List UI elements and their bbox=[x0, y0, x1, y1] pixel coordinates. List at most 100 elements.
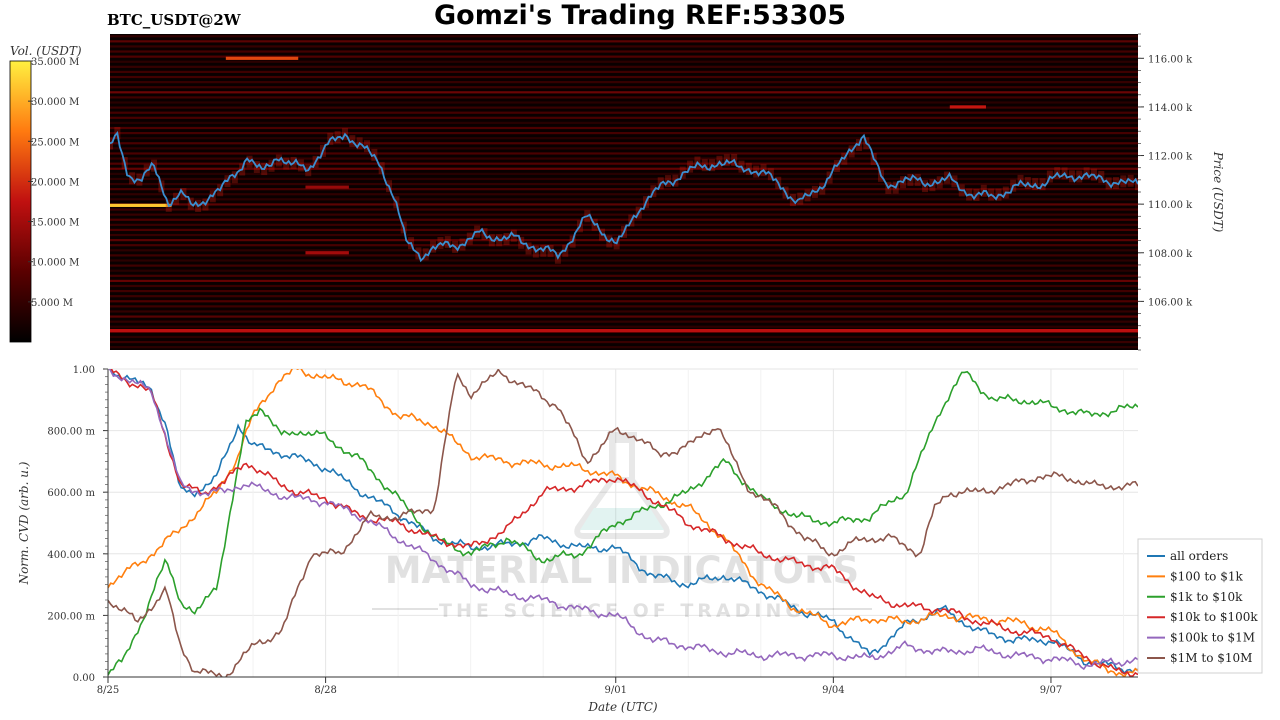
legend: all orders $100 to $1k $1k to $10k $10k to … bbox=[1137, 538, 1263, 674]
colorbar-gradient bbox=[9, 60, 32, 343]
liquidity-band bbox=[110, 81, 1138, 84]
cvd-series-line bbox=[110, 369, 1138, 677]
liquidity-band bbox=[110, 300, 1138, 303]
price-axis-label: Price (USDT) bbox=[1211, 151, 1225, 233]
liquidity-band bbox=[110, 60, 1138, 63]
cvd-series-line bbox=[108, 369, 1138, 675]
liquidity-band bbox=[110, 244, 1138, 247]
liquidity-band bbox=[110, 137, 1138, 140]
liquidity-band bbox=[110, 310, 1138, 313]
liquidity-band bbox=[110, 86, 1138, 89]
liquidity-band bbox=[110, 305, 1138, 308]
watermark: MATERIAL INDICATORS THE SCIENCE OF TRADI… bbox=[372, 432, 872, 622]
cvd-panel: MATERIAL INDICATORS THE SCIENCE OF TRADI… bbox=[17, 365, 1138, 714]
liquidity-band bbox=[110, 101, 1138, 104]
liquidity-band bbox=[110, 320, 1138, 323]
legend-label: $1M to $10M bbox=[1170, 651, 1252, 665]
watermark-line1: MATERIAL INDICATORS bbox=[385, 549, 859, 592]
liquidity-level bbox=[110, 328, 1138, 333]
liquidity-band bbox=[110, 284, 1138, 288]
liquidity-band bbox=[110, 249, 1138, 252]
liquidity-band bbox=[110, 279, 1138, 282]
liquidity-band bbox=[110, 142, 1138, 145]
liquidity-band bbox=[110, 35, 1138, 38]
liquidity-band bbox=[110, 131, 1138, 135]
legend-label: $10k to $100k bbox=[1170, 610, 1258, 624]
cvd-y-tick-label: 800.00 m bbox=[47, 427, 95, 438]
liquidity-band bbox=[110, 50, 1138, 53]
legend-label: $1k to $10k bbox=[1170, 590, 1243, 604]
liquidity-band bbox=[110, 167, 1138, 170]
liquidity-band bbox=[110, 182, 1138, 186]
flask-logo-icon bbox=[574, 432, 670, 539]
liquidity-band bbox=[110, 346, 1138, 349]
liquidity-band bbox=[110, 213, 1138, 216]
cvd-series-line bbox=[108, 369, 1138, 671]
liquidity-band bbox=[110, 325, 1138, 328]
liquidity-band bbox=[110, 223, 1138, 226]
cvd-series-line bbox=[108, 369, 1138, 677]
liquidity-level bbox=[225, 56, 299, 60]
liquidity-band bbox=[110, 177, 1138, 181]
cvd-series-line bbox=[108, 370, 1138, 676]
liquidity-band bbox=[110, 295, 1138, 298]
liquidity-band bbox=[110, 172, 1138, 175]
price-line bbox=[110, 131, 1138, 263]
liquidity-band bbox=[110, 157, 1138, 160]
liquidity-band bbox=[110, 188, 1138, 191]
liquidity-band bbox=[110, 269, 1138, 272]
date-tick-label: 8/28 bbox=[314, 685, 336, 696]
liquidity-band bbox=[110, 121, 1138, 124]
colorbar-tick-label: 15.000 M bbox=[31, 218, 79, 229]
price-glow bbox=[1135, 178, 1138, 191]
liquidity-band bbox=[110, 91, 1138, 94]
cvd-y-tick-label: 600.00 m bbox=[47, 488, 95, 499]
liquidity-band bbox=[110, 239, 1138, 242]
liquidity-band bbox=[110, 152, 1138, 155]
cvd-series-line bbox=[108, 369, 1138, 677]
symbol-label: BTC_USDT@2W bbox=[107, 11, 241, 29]
date-tick-label: 9/04 bbox=[822, 685, 844, 696]
liquidity-band bbox=[110, 274, 1138, 277]
liquidity-band bbox=[110, 193, 1138, 196]
price-glow bbox=[110, 137, 113, 150]
heatmap-panel: 106.00 k 108.00 k 110.00 k 112.00 k 114.00 k… bbox=[110, 33, 1225, 351]
liquidity-band bbox=[110, 335, 1138, 339]
cvd-y-tick-label: 0.00 bbox=[73, 673, 95, 684]
watermark-line2: THE SCIENCE OF TRADING bbox=[439, 600, 805, 622]
price-tick-label: 112.00 k bbox=[1148, 152, 1193, 163]
colorbar-tick-label: 20.000 M bbox=[31, 177, 79, 188]
price-tick-label: 116.00 k bbox=[1148, 54, 1193, 65]
cvd-y-tick-label: 200.00 m bbox=[47, 611, 95, 622]
liquidity-level bbox=[305, 251, 349, 255]
date-tick-label: 9/07 bbox=[1040, 685, 1062, 696]
chart-title: Gomzi's Trading REF:53305 bbox=[433, 0, 846, 31]
liquidity-band bbox=[110, 45, 1138, 48]
cvd-axis-label: Norm. CVD (arb. u.) bbox=[17, 461, 31, 585]
liquidity-band bbox=[110, 218, 1138, 221]
liquidity-band bbox=[110, 106, 1138, 109]
liquidity-band bbox=[110, 147, 1138, 150]
colorbar-tick-label: 5.000 M bbox=[31, 298, 73, 309]
liquidity-band bbox=[110, 203, 1138, 206]
price-tick-label: 108.00 k bbox=[1148, 249, 1193, 260]
liquidity-band bbox=[110, 198, 1138, 201]
colorbar-tick-label: 10.000 M bbox=[31, 258, 79, 269]
liquidity-level bbox=[110, 203, 172, 207]
colorbar-tick-label: 35.000 M bbox=[31, 57, 79, 68]
liquidity-band bbox=[110, 111, 1138, 114]
date-tick-label: 8/25 bbox=[97, 685, 119, 696]
colorbar-label: Vol. (USDT) bbox=[10, 44, 82, 58]
liquidity-level bbox=[305, 185, 349, 189]
date-tick-label: 9/01 bbox=[605, 685, 627, 696]
legend-label: $100 to $1k bbox=[1170, 569, 1243, 583]
liquidity-band bbox=[110, 259, 1138, 262]
legend-box bbox=[1137, 538, 1263, 674]
colorbar: Vol. (USDT) 5.000 M 10.000 M 15.000 M 20.00… bbox=[9, 44, 82, 343]
liquidity-band bbox=[110, 65, 1138, 68]
liquidity-band bbox=[110, 254, 1138, 257]
price-tick-label: 114.00 k bbox=[1148, 103, 1193, 114]
liquidity-band bbox=[110, 126, 1138, 130]
liquidity-band bbox=[110, 264, 1138, 267]
liquidity-band bbox=[110, 233, 1138, 237]
